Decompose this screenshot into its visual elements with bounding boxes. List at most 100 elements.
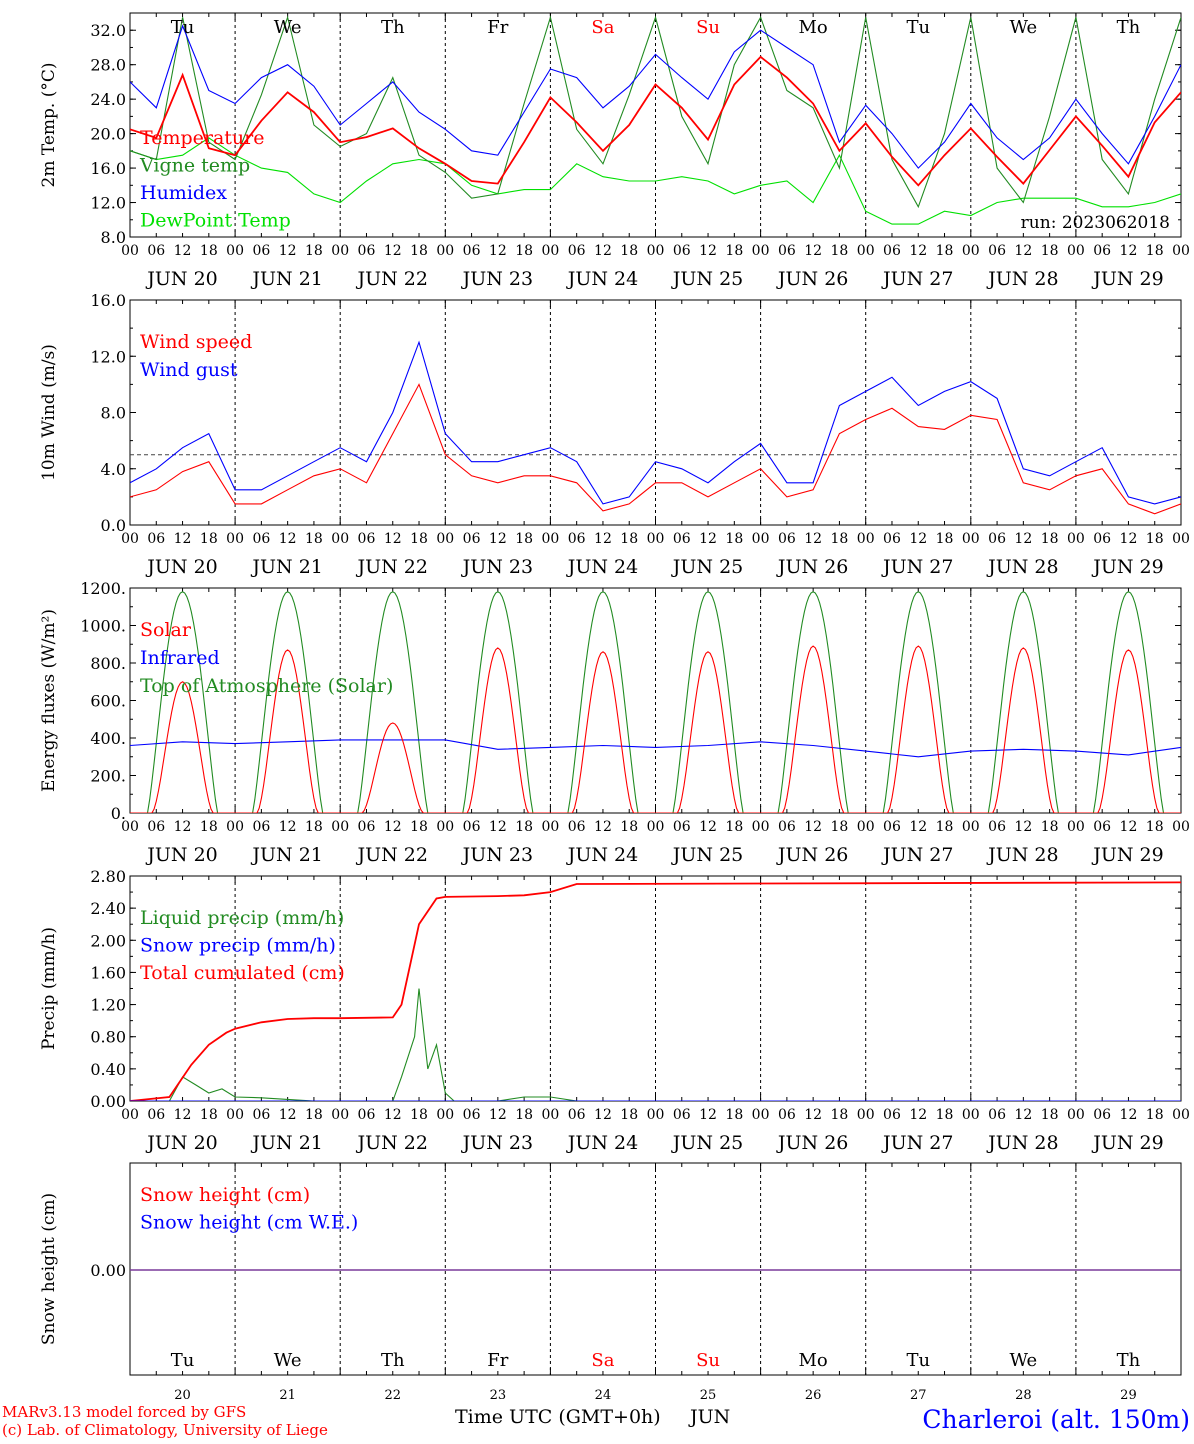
hour-label: 00 (121, 1107, 139, 1123)
hour-label: 06 (673, 1107, 691, 1123)
date-label: JUN 26 (776, 268, 848, 290)
hour-label: 12 (909, 1107, 927, 1123)
date-label: JUN 27 (881, 556, 953, 578)
hour-label: 00 (1067, 1107, 1085, 1123)
hour-label: 18 (831, 1107, 849, 1123)
hour-label: 12 (174, 819, 192, 835)
hour-label: 18 (725, 819, 743, 835)
hour-label: 06 (147, 1107, 165, 1123)
hour-label: 06 (463, 1107, 481, 1123)
panel-5: 0.00 Snow height (cm) Snow height (cm) Snow… (39, 1162, 1182, 1403)
hour-label: 06 (988, 531, 1006, 547)
weekday-label: Tu (906, 17, 930, 38)
hour-label: 18 (200, 819, 218, 835)
hour-label: 12 (174, 1107, 192, 1123)
legend-humidex: Humidex (140, 182, 227, 204)
hour-label: 00 (331, 243, 349, 259)
legend-liquid-precip-mm-h-: Liquid precip (mm/h) (140, 907, 344, 929)
hour-label: 12 (804, 243, 822, 259)
date-label: JUN 26 (776, 1132, 848, 1154)
hour-label: 06 (252, 1107, 270, 1123)
hour-label: 12 (594, 531, 612, 547)
hour-label: 06 (252, 819, 270, 835)
hour-label: 06 (778, 531, 796, 547)
panel-3: 0. 200. 400. 600. 800. 1000. 1200. Energy fluxe… (39, 579, 1190, 866)
month-label: JUN (688, 1406, 730, 1428)
panel-frame (129, 299, 1182, 526)
y-tick-label: 0. (111, 804, 126, 823)
y-tick-label: 600. (90, 692, 126, 711)
legend-temperature: Temperature (140, 127, 264, 149)
hour-label: 12 (804, 531, 822, 547)
hour-label: 06 (358, 819, 376, 835)
hour-label: 12 (279, 1107, 297, 1123)
hour-label: 00 (962, 243, 980, 259)
hour-label: 06 (988, 243, 1006, 259)
y-tick-label: 0.40 (90, 1060, 126, 1079)
legend-wind-speed: Wind speed (140, 331, 252, 353)
date-label: JUN 22 (356, 556, 428, 578)
series-group (130, 340, 1181, 515)
y-axis-label: Snow height (cm) (39, 1193, 59, 1345)
date-label: JUN 27 (881, 268, 953, 290)
legend-snow-precip-mm-h-: Snow precip (mm/h) (140, 935, 336, 957)
hour-label: 00 (962, 1107, 980, 1123)
weekday-label: Mo (799, 17, 828, 38)
legend-snow-height-cm-w-e-: Snow height (cm W.E.) (140, 1212, 358, 1234)
legend-solar: Solar (140, 619, 192, 641)
hour-label: 12 (1014, 243, 1032, 259)
hour-label: 12 (384, 243, 402, 259)
hour-label: 12 (594, 1107, 612, 1123)
hour-label: 18 (200, 1107, 218, 1123)
hour-label: 06 (1093, 531, 1111, 547)
date-label: JUN 21 (250, 1132, 322, 1154)
hour-label: 18 (515, 531, 533, 547)
hour-label: 12 (279, 531, 297, 547)
hour-label: 12 (489, 819, 507, 835)
x-axis-label: Time UTC (GMT+0h) (455, 1406, 661, 1428)
y-tick-label: 0.0 (101, 516, 126, 535)
weekday-label: We (274, 17, 302, 38)
date-label: JUN 20 (145, 556, 217, 578)
weekday-label: Su (696, 1350, 720, 1371)
hour-label: 12 (699, 531, 717, 547)
hour-label: 06 (1093, 1107, 1111, 1123)
date-label: JUN 22 (356, 1132, 428, 1154)
hour-label: 18 (305, 531, 323, 547)
y-tick-label: 8.0 (101, 404, 126, 423)
series-line-wind-speed (130, 383, 1181, 515)
hour-label: 18 (831, 531, 849, 547)
hour-label: 00 (647, 1107, 665, 1123)
hour-label: 12 (1014, 819, 1032, 835)
hour-label: 18 (936, 531, 954, 547)
hour-label: 00 (436, 531, 454, 547)
hour-label: 06 (883, 1107, 901, 1123)
hour-label: 18 (1041, 531, 1059, 547)
series-line-vigne-temp (130, 15, 1181, 209)
hour-label: 18 (725, 1107, 743, 1123)
weekday-label: Sa (591, 1350, 614, 1371)
hour-label: 18 (1146, 531, 1164, 547)
panel-1: 8.0 12.0 16.0 20.0 24.0 28.0 32.0 2m Temp. (°C)… (39, 12, 1190, 290)
date-label: JUN 20 (145, 1132, 217, 1154)
date-label: JUN 28 (986, 844, 1058, 866)
y-axis-label: Precip (mm/h) (39, 927, 59, 1050)
date-label: JUN 27 (881, 1132, 953, 1154)
hour-label: 12 (909, 243, 927, 259)
hour-label: 06 (147, 531, 165, 547)
hour-label: 18 (831, 819, 849, 835)
date-label: JUN 29 (1091, 1132, 1163, 1154)
credit-line-2: (c) Lab. of Climatology, University of L… (2, 1421, 328, 1439)
day-number-label: 23 (490, 1388, 507, 1403)
hour-label: 06 (463, 819, 481, 835)
hour-label: 18 (620, 819, 638, 835)
hour-label: 12 (909, 531, 927, 547)
hour-label: 18 (515, 1107, 533, 1123)
y-tick-label: 16.0 (90, 159, 126, 178)
hour-label: 18 (725, 243, 743, 259)
day-number-label: 29 (1120, 1388, 1137, 1403)
hour-label: 00 (121, 243, 139, 259)
hour-label: 06 (1093, 819, 1111, 835)
series-group (130, 591, 1181, 813)
